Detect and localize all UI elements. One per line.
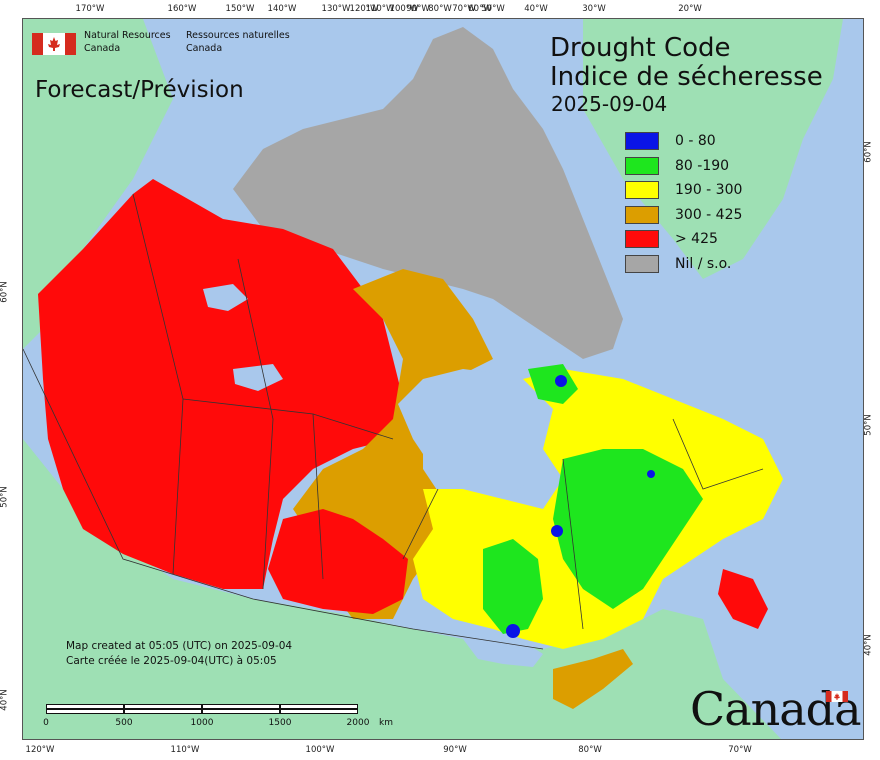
- left-tick-label: 50°N: [0, 486, 10, 508]
- right-tick-label: 40°N: [863, 634, 874, 656]
- top-tick-label: 30°W: [582, 4, 606, 14]
- top-tick-label: 80°W: [428, 4, 452, 14]
- legend-label: Nil / s.o.: [675, 255, 732, 272]
- scale-segment: [46, 704, 124, 709]
- great-lakes: [463, 634, 543, 667]
- bottom-tick-label: 100°W: [305, 745, 335, 755]
- legend-swatch: [625, 132, 659, 150]
- province-borders: [23, 193, 764, 650]
- legend-label: > 425: [675, 231, 718, 247]
- alaska-land: [23, 19, 173, 349]
- zone-red-maritimes: [718, 569, 768, 629]
- legend-label: 0 - 80: [675, 133, 716, 149]
- agency-en-line1: Natural Resources: [84, 30, 171, 41]
- scale-unit: km: [379, 718, 393, 728]
- great-slave-lake: [233, 364, 283, 391]
- bottom-tick-label: 90°W: [443, 745, 467, 755]
- legend-label: 190 - 300: [675, 182, 743, 198]
- top-tick-label: 50°W: [481, 4, 505, 14]
- scale-segment: [280, 704, 358, 709]
- zone-green-ontario: [483, 539, 543, 634]
- scale-label: 0: [43, 718, 49, 728]
- map-title-en: Drought Code: [550, 33, 731, 63]
- scale-segment: [202, 709, 280, 714]
- zone-green-north: [528, 364, 578, 404]
- bottom-tick-label: 110°W: [170, 745, 200, 755]
- scale-bar: 0 500 1000 1500 2000: [43, 704, 369, 728]
- forecast-label: Forecast/Prévision: [35, 77, 244, 103]
- credits-fr: Carte créée le 2025-09-04(UTC) à 05:05: [66, 655, 277, 667]
- top-tick-label: 20°W: [678, 4, 702, 14]
- map-date: 2025-09-04: [551, 92, 668, 116]
- zone-red-central: [268, 509, 408, 614]
- agency-fr-line2: Canada: [186, 43, 223, 54]
- bottom-tick-label: 80°W: [578, 745, 602, 755]
- top-tick-label: 70°W: [452, 4, 476, 14]
- greenland-land: [583, 19, 843, 279]
- scale-label: 2000: [346, 718, 370, 728]
- zone-blue-spot-2: [551, 525, 563, 537]
- scale-segment: [124, 704, 202, 709]
- top-tick-label: 120°W: [349, 4, 379, 14]
- scale-label: 500: [115, 718, 133, 728]
- zone-blue-spot-1: [506, 624, 520, 638]
- right-tick-label: 60°N: [863, 141, 874, 163]
- legend-swatch: [625, 254, 659, 273]
- left-tick-label: 60°N: [0, 281, 10, 303]
- top-tick-label: 140°W: [267, 4, 297, 14]
- credits-en: Map created at 05:05 (UTC) on 2025-09-04: [66, 640, 293, 652]
- scale-segment: [124, 709, 202, 714]
- bottom-tick-label: 70°W: [728, 745, 752, 755]
- legend-swatch: [625, 181, 659, 199]
- drought-map: [23, 19, 843, 739]
- zone-orange-south-ontario: [553, 649, 633, 709]
- scale-segment: [202, 704, 280, 709]
- scale-label: 1000: [190, 718, 214, 728]
- legend-label: 300 - 425: [675, 206, 743, 223]
- top-tick-label: 130°W: [321, 4, 351, 14]
- hudson-bay: [398, 369, 543, 499]
- legend-label: 80 -190: [675, 157, 730, 174]
- zone-blue-spot-4: [647, 470, 655, 478]
- map-title: Drought Code Indice de sécheresse: [550, 34, 823, 92]
- agency-en-line2: Canada: [84, 43, 121, 54]
- arctic-islands-nil: [233, 27, 623, 359]
- map-area: [22, 18, 864, 740]
- legend-swatch: [625, 230, 659, 248]
- left-tick-label: 40°N: [0, 689, 10, 711]
- bottom-tick-label: 120°W: [25, 745, 55, 755]
- scale-segment: [280, 709, 358, 714]
- legend-swatch: [625, 156, 659, 175]
- top-tick-label: 100°W: [389, 4, 419, 14]
- right-tick-label: 50°N: [863, 414, 874, 436]
- agency-fr-line1: Ressources naturelles: [186, 30, 290, 41]
- zone-red-west: [38, 179, 403, 589]
- zone-green-quebec: [553, 449, 703, 609]
- wordmark-flag-icon: [826, 691, 848, 702]
- top-tick-label: 110°W: [365, 4, 395, 14]
- great-bear-lake: [203, 284, 248, 311]
- top-tick-label: 40°W: [524, 4, 548, 14]
- map-title-fr: Indice de sécheresse: [550, 62, 823, 92]
- top-tick-label: 60°W: [468, 4, 492, 14]
- zone-blue-spot-3: [555, 375, 567, 387]
- top-tick-label: 90°W: [406, 4, 430, 14]
- canada-flag-icon: [32, 33, 76, 55]
- top-tick-label: 170°W: [75, 4, 105, 14]
- scale-label: 1500: [268, 718, 292, 728]
- legend-swatch: [625, 205, 659, 224]
- scale-segment: [46, 709, 124, 714]
- top-tick-label: 160°W: [167, 4, 197, 14]
- map-credits: Map created at 05:05 (UTC) on 2025-09-04…: [66, 639, 292, 669]
- top-tick-label: 150°W: [225, 4, 255, 14]
